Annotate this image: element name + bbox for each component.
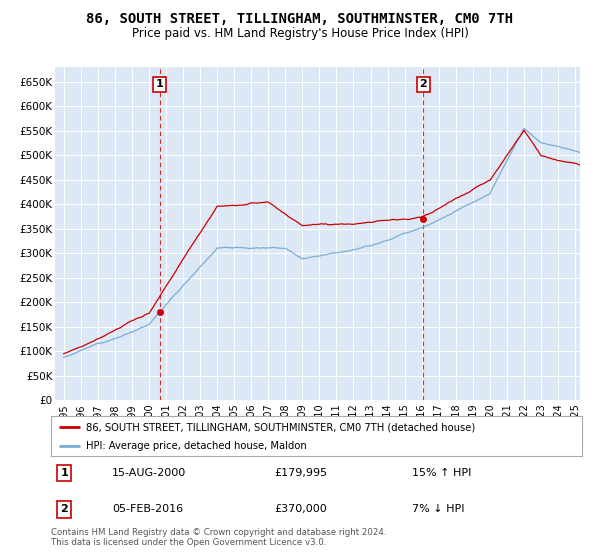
Text: 1: 1 xyxy=(61,468,68,478)
Text: 7% ↓ HPI: 7% ↓ HPI xyxy=(412,505,464,515)
Text: £179,995: £179,995 xyxy=(274,468,327,478)
Text: 2: 2 xyxy=(61,505,68,515)
Text: 2: 2 xyxy=(419,80,427,90)
Text: 15% ↑ HPI: 15% ↑ HPI xyxy=(412,468,472,478)
Text: Contains HM Land Registry data © Crown copyright and database right 2024.
This d: Contains HM Land Registry data © Crown c… xyxy=(51,528,386,547)
Text: HPI: Average price, detached house, Maldon: HPI: Average price, detached house, Mald… xyxy=(86,441,306,451)
Text: 15-AUG-2000: 15-AUG-2000 xyxy=(112,468,187,478)
Text: 1: 1 xyxy=(155,80,163,90)
Text: 05-FEB-2016: 05-FEB-2016 xyxy=(112,505,183,515)
Text: 86, SOUTH STREET, TILLINGHAM, SOUTHMINSTER, CM0 7TH: 86, SOUTH STREET, TILLINGHAM, SOUTHMINST… xyxy=(86,12,514,26)
Text: £370,000: £370,000 xyxy=(274,505,327,515)
Text: 86, SOUTH STREET, TILLINGHAM, SOUTHMINSTER, CM0 7TH (detached house): 86, SOUTH STREET, TILLINGHAM, SOUTHMINST… xyxy=(86,422,475,432)
Text: Price paid vs. HM Land Registry's House Price Index (HPI): Price paid vs. HM Land Registry's House … xyxy=(131,27,469,40)
